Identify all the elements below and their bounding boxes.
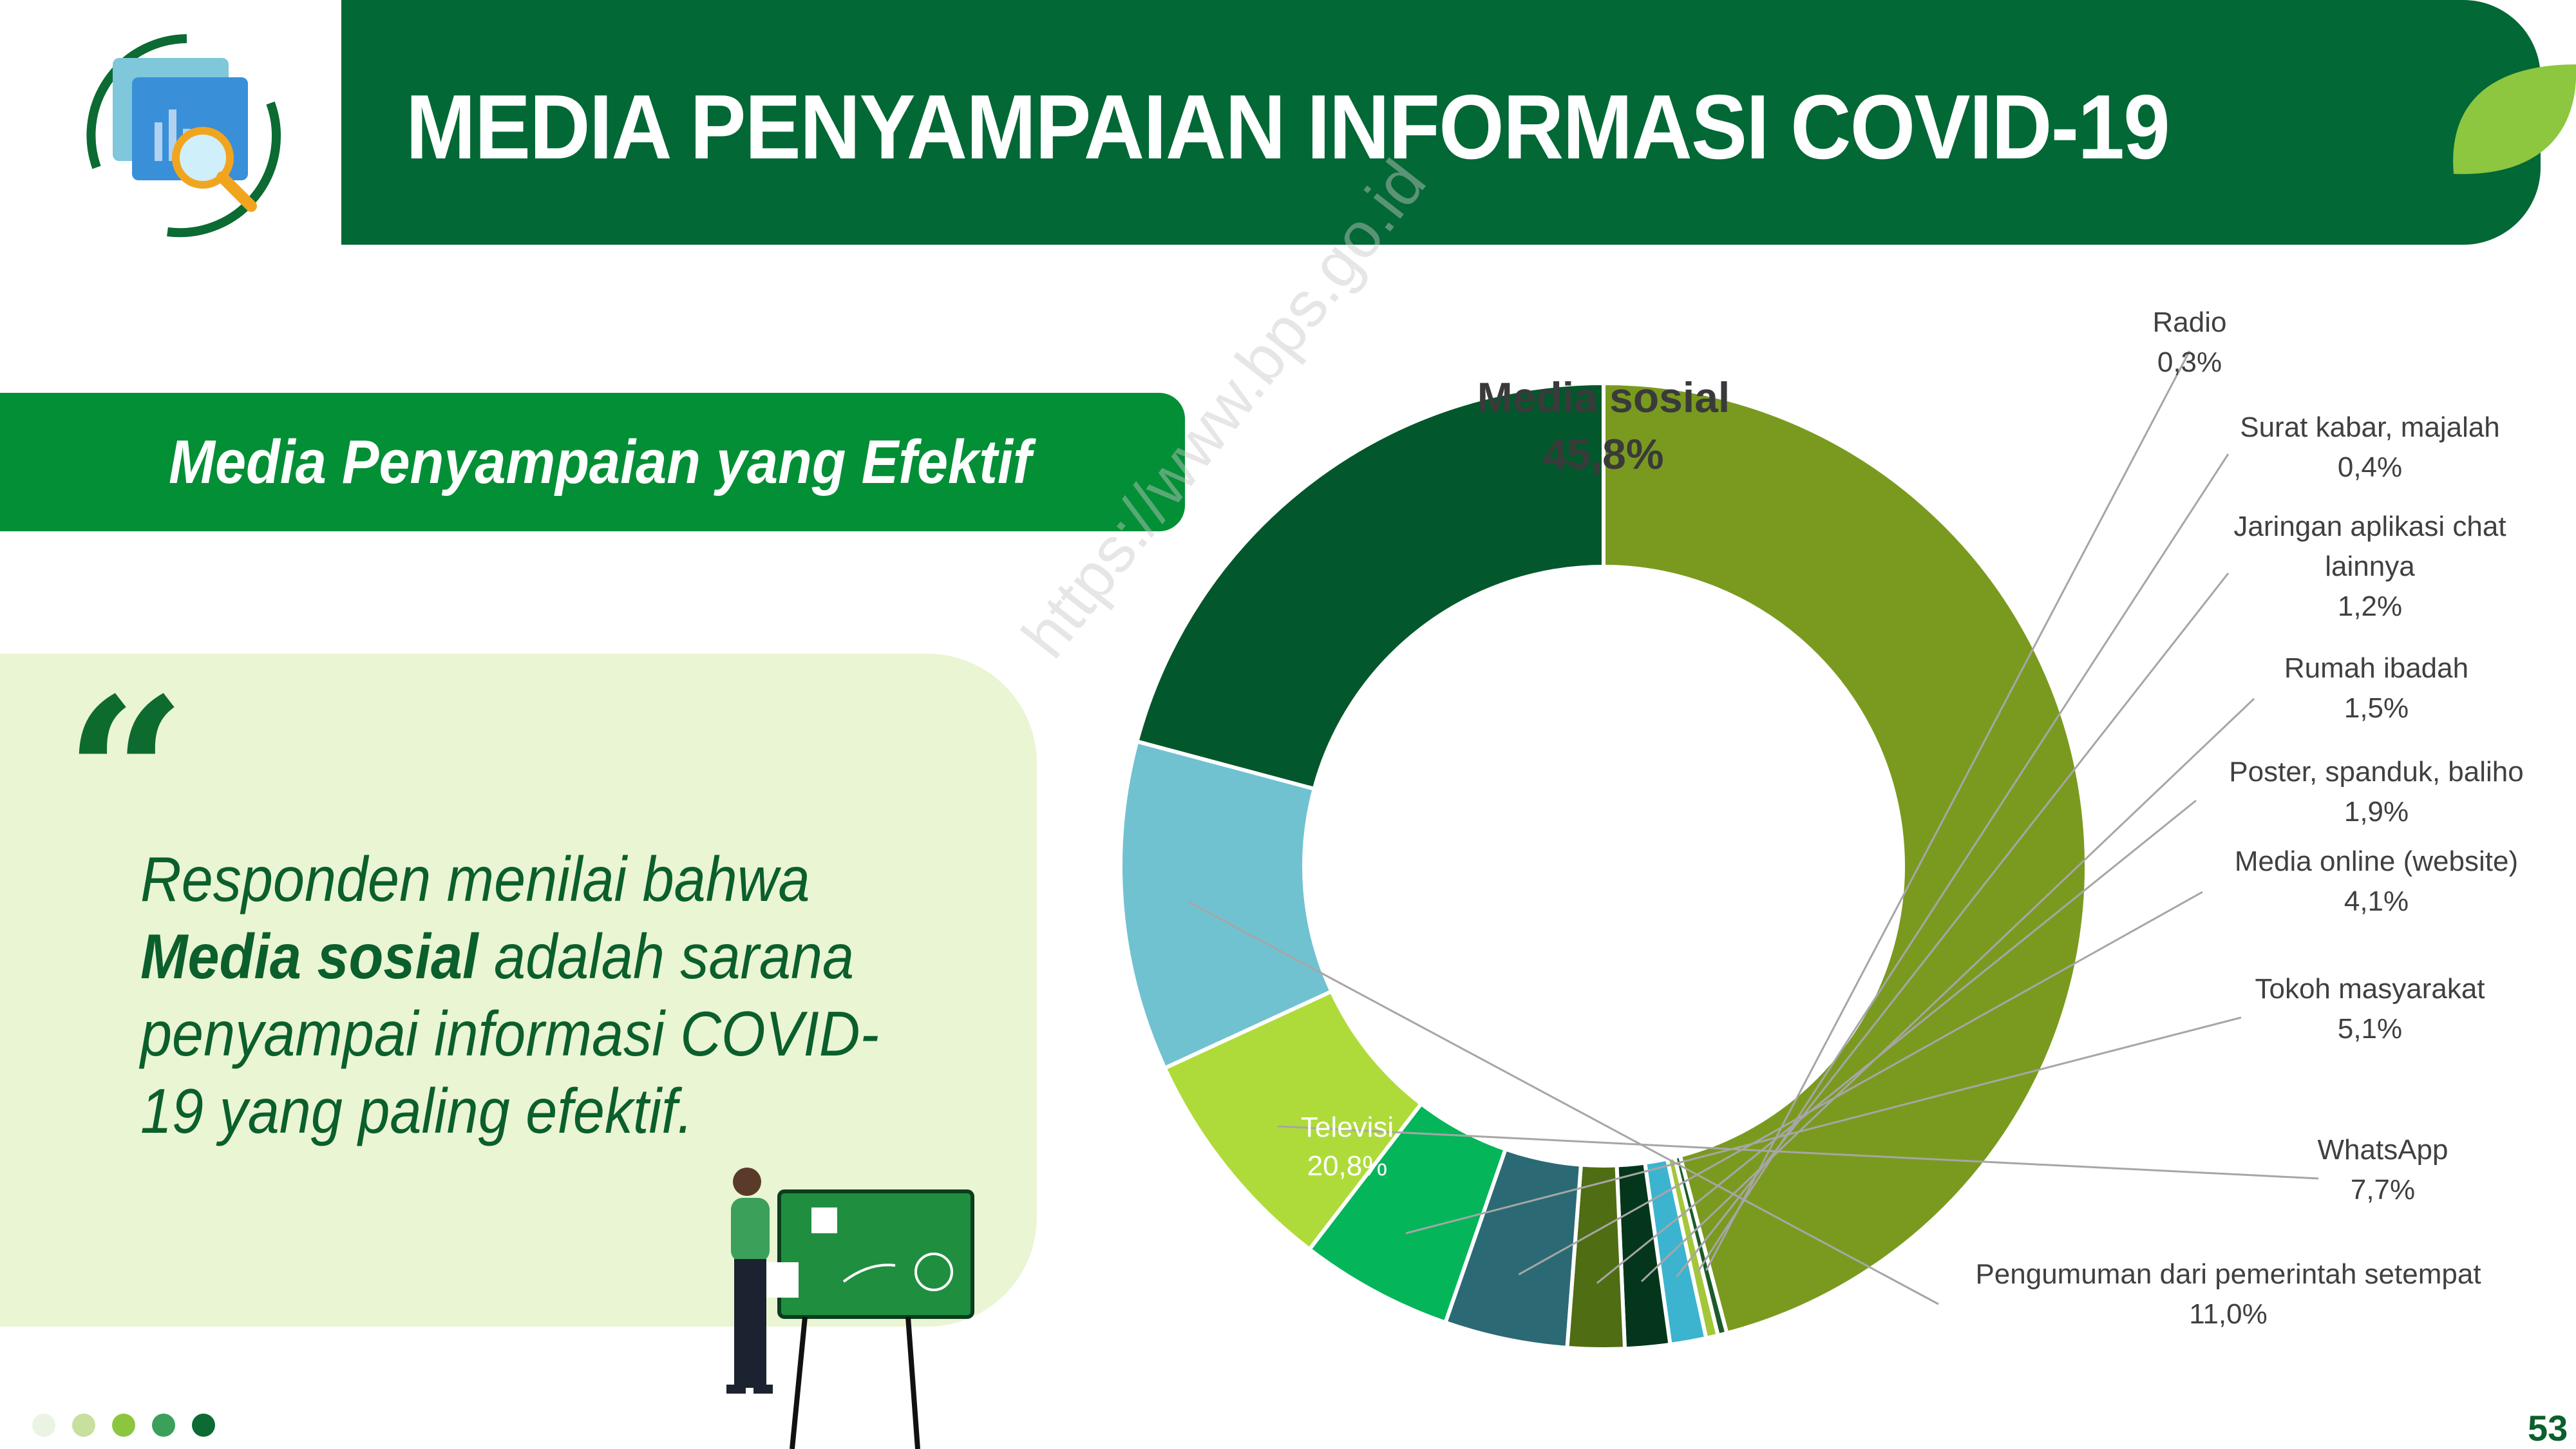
data-label-pengumuman-dari-pemerintah-setempat: 11,0% [2189,1298,2268,1330]
slice-media-sosial [1602,381,2088,1336]
data-label-jaringan-aplikasi-chat-lainnya: 1,2% [2338,591,2402,622]
quote-text: Responden menilai bahwa Media sosial ada… [140,840,905,1150]
slice-pengumuman-dari-pemerintah-setempat [1119,739,1334,1071]
category-label-tokoh-masyarakat: Tokoh masyarakat [2255,973,2485,1005]
leader-line-media-online-website [1518,891,2203,1276]
pagination-dot [112,1414,135,1437]
presenter-illustration-icon [726,1168,974,1449]
pagination-dot [72,1414,95,1437]
slice-televisi [1134,381,1605,791]
page-number: 53 [2528,1408,2568,1448]
data-label-media-sosial: 45,8% [1543,430,1663,478]
leaf-icon [2453,64,2576,175]
category-label-surat-kabar-majalah: Surat kabar, majalah [2240,412,2500,443]
data-label-radio: 0,3% [2157,346,2222,378]
report-magnifier-icon [86,34,281,238]
pagination-dot [192,1414,215,1437]
data-label-televisi: 20,8% [1307,1150,1388,1182]
category-label-poster-spanduk-baliho: Poster, spanduk, baliho [2229,756,2523,788]
data-label-media-online-website: 4,1% [2344,886,2409,917]
subtitle-banner: Media Penyampaian yang Efektif [0,393,1185,531]
leader-line-rumah-ibadah [1640,697,2255,1282]
category-label-rumah-ibadah: Rumah ibadah [2284,652,2468,684]
leader-line-whatsapp [1277,1125,2319,1180]
leader-line-radio [1705,350,2191,1271]
data-label-whatsapp: 7,7% [2351,1174,2415,1206]
category-label-jaringan-aplikasi-chat-lainnya: Jaringan aplikasi chat [2233,511,2506,542]
pagination-dot [152,1414,175,1437]
leader-line-poster-spanduk-baliho [1596,799,2197,1284]
data-label-rumah-ibadah: 1,5% [2344,692,2409,724]
category-label-media-sosial: Media sosial [1477,374,1730,421]
data-label-surat-kabar-majalah: 0,4% [2338,451,2402,483]
quote-mark-icon: “ [64,651,187,901]
chart-slices [1119,381,2088,1351]
quote-text-bold: Media sosial [140,921,478,992]
quote-text-after: adalah sarana penyampai informasi COVID-… [140,921,879,1146]
category-label-whatsapp: WhatsApp [2318,1134,2448,1166]
category-label-media-online-website: Media online (website) [2235,846,2518,877]
data-label-tokoh-masyarakat: 5,1% [2338,1013,2402,1045]
pagination-dot [32,1414,55,1437]
category-label-televisi: Televisi [1301,1112,1394,1143]
subtitle-text: Media Penyampaian yang Efektif [169,428,1032,497]
chart-leader-lines [1188,350,2319,1305]
quote-text-before: Responden menilai bahwa [140,844,810,914]
data-label-poster-spanduk-baliho: 1,9% [2344,796,2409,828]
category-label-radio: Radio [2153,307,2227,338]
header-bar: MEDIA PENYAMPAIAN INFORMASI COVID-19 [341,0,2541,245]
category-label-pengumuman-dari-pemerintah-setempat: Pengumuman dari pemerintah setempat [1975,1258,2481,1290]
category-label-jaringan-aplikasi-chat-lainnya: lainnya [2325,551,2415,582]
leader-line-tokoh-masyarakat [1405,1016,2242,1235]
page-title: MEDIA PENYAMPAIAN INFORMASI COVID-19 [406,76,2170,178]
leader-line-pengumuman-dari-pemerintah-setempat [1188,900,1939,1305]
chart-labels: Media sosial 45,8% Radio 0,3% Surat kabar, m… [1301,307,2524,1330]
